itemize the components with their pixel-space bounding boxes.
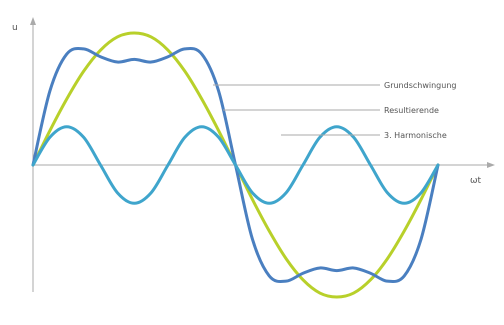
legend-label-resultierende: Resultierende xyxy=(384,106,439,115)
series-line-3-harmonische xyxy=(31,125,440,205)
series-layer xyxy=(31,31,440,299)
legend-label-grundschwingung: Grundschwingung xyxy=(384,81,456,90)
y-axis-label: u xyxy=(12,23,18,33)
y-axis-arrow xyxy=(30,17,36,25)
legend-label-3-harmonische: 3. Harmonische xyxy=(384,131,447,140)
x-axis-label: ωt xyxy=(470,176,482,186)
x-axis-arrow xyxy=(487,162,495,168)
legend: Grundschwingung Resultierende 3. Harmonisc… xyxy=(213,81,456,140)
